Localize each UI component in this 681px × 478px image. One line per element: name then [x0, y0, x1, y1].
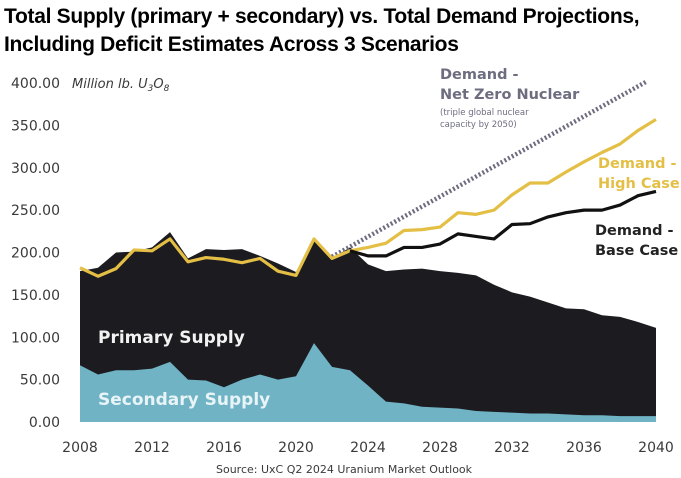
x-tick-label: 2036	[566, 440, 602, 456]
x-tick-label: 2024	[350, 440, 386, 456]
chart-title-line-1: Total Supply (primary + secondary) vs. T…	[4, 5, 640, 28]
source-note: Source: UxC Q2 2024 Uranium Market Outlo…	[216, 463, 473, 476]
high-case-label-line-2: High Case	[598, 176, 680, 192]
y-tick-label: 300.00	[11, 161, 60, 177]
x-tick-label: 2008	[62, 440, 98, 456]
x-tick-label: 2028	[422, 440, 458, 456]
y-tick-label: 200.00	[11, 246, 60, 262]
x-axis-ticks: 2008 2012 2016 2020 2024 2028 2032 2036 2040	[62, 440, 674, 456]
area-layer	[80, 232, 656, 422]
primary-supply-label: Primary Supply	[98, 328, 245, 348]
y-tick-label: 50.00	[20, 373, 60, 389]
y-tick-label: 150.00	[11, 288, 60, 304]
net-zero-label-line-2: Net Zero Nuclear	[440, 87, 580, 103]
y-tick-label: 350.00	[11, 118, 60, 134]
chart-title: Total Supply (primary + secondary) vs. T…	[4, 3, 681, 59]
secondary-supply-label: Secondary Supply	[98, 390, 270, 410]
y-axis-unit-label: Million lb. U3O8	[72, 77, 170, 94]
net-zero-label-line-1: Demand -	[440, 67, 519, 83]
y-axis-ticks: 0.00 50.00 100.00 150.00 200.00 250.00 300.00 3…	[11, 76, 60, 431]
x-tick-label: 2032	[494, 440, 530, 456]
x-tick-label: 2012	[134, 440, 170, 456]
secondary-supply-area	[80, 343, 656, 422]
y-tick-label: 400.00	[11, 76, 60, 92]
x-tick-label: 2020	[278, 440, 314, 456]
base-case-label-line-2: Base Case	[595, 243, 678, 259]
base-case-demand-line	[349, 189, 657, 258]
y-tick-label: 0.00	[29, 415, 60, 431]
chart-title-line-2: Including Deficit Estimates Across 3 Sce…	[4, 33, 459, 56]
high-case-demand-line	[79, 118, 657, 278]
line-layer	[79, 79, 657, 278]
net-zero-note-line-2: capacity by 2050)	[440, 120, 517, 130]
y-tick-label: 250.00	[11, 203, 60, 219]
net-zero-demand-line	[330, 79, 649, 259]
net-zero-note-line-1: (triple global nuclear	[440, 108, 529, 118]
high-case-label-line-1: Demand -	[598, 156, 677, 172]
primary-supply-area	[80, 232, 656, 422]
x-tick-label: 2016	[206, 440, 242, 456]
base-case-label-line-1: Demand -	[595, 223, 674, 239]
y-tick-label: 100.00	[11, 330, 60, 346]
x-tick-label: 2040	[638, 440, 674, 456]
